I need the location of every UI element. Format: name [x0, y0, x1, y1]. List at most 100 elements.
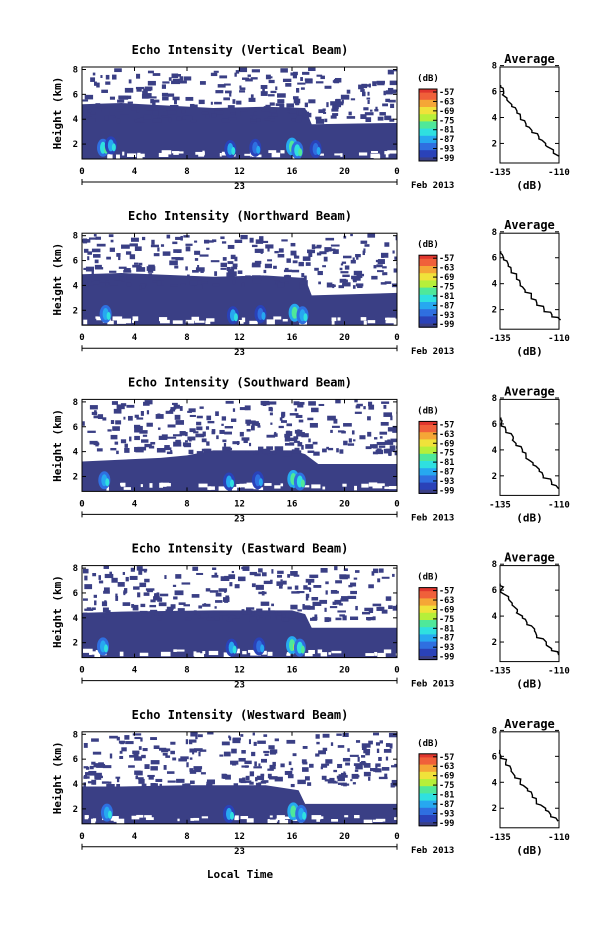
echo-speckle	[281, 239, 288, 242]
echo-gap	[387, 150, 397, 154]
echo-speckle	[170, 284, 178, 287]
ytick-label: 4	[73, 614, 79, 624]
echo-speckle	[282, 580, 287, 585]
echo-speckle	[322, 733, 330, 738]
avg-xtick-label: -110	[548, 833, 570, 843]
echo-gap	[132, 316, 139, 321]
echo-speckle	[221, 241, 227, 244]
echo-speckle	[360, 240, 368, 244]
echo-speckle	[104, 600, 107, 606]
echo-speckle	[294, 408, 298, 412]
echo-speckle	[385, 98, 391, 103]
echo-gap	[108, 153, 111, 156]
colorbar-cell	[419, 815, 437, 820]
echo-speckle	[371, 571, 375, 576]
echo-speckle	[215, 600, 223, 603]
echo-speckle	[211, 574, 219, 578]
echo-speckle	[210, 72, 218, 77]
echo-speckle	[230, 112, 238, 115]
echo-speckle	[342, 757, 351, 762]
echo-speckle	[116, 778, 120, 783]
echo-gap	[207, 486, 215, 490]
echo-speckle	[352, 257, 355, 262]
echo-speckle	[267, 259, 273, 262]
avg-ytick-label: 6	[492, 88, 497, 98]
echo-speckle	[167, 780, 176, 783]
echo-gap	[194, 653, 205, 657]
echo-speckle	[374, 437, 378, 440]
echo-gap	[264, 483, 272, 486]
average-frame	[499, 565, 560, 663]
echo-speckle	[144, 443, 152, 448]
echo-speckle	[143, 88, 152, 92]
echo-gap	[331, 317, 337, 322]
colorbar-cell	[419, 89, 437, 94]
echo-speckle	[352, 775, 360, 778]
colorbar-tick-label: -63	[439, 762, 454, 772]
echo-gap	[194, 320, 205, 323]
echo-speckle	[234, 72, 237, 77]
echo-speckle	[355, 570, 360, 573]
colorbar-tick-label: -63	[439, 596, 454, 606]
echo-speckle	[238, 67, 248, 73]
echo-speckle	[118, 255, 121, 261]
echo-speckle	[252, 732, 255, 736]
colorbar-tick-label: -87	[439, 800, 454, 810]
echo-gap	[116, 818, 125, 824]
echo-speckle	[98, 575, 101, 580]
avg-ytick-label: 2	[492, 804, 497, 814]
echo-speckle	[380, 252, 389, 258]
echo-speckle	[277, 99, 285, 104]
colorbar-cell	[419, 312, 437, 317]
colorbar-cell	[419, 609, 437, 614]
echo-gap	[122, 318, 131, 324]
echo-speckle	[186, 762, 189, 768]
echo-speckle	[372, 81, 377, 87]
echo-speckle	[150, 244, 159, 248]
echo-core-peak	[104, 644, 108, 653]
echo-speckle	[378, 606, 385, 610]
echo-speckle	[209, 590, 219, 593]
echo-speckle	[283, 451, 292, 457]
echo-gap	[96, 316, 103, 321]
echo-speckle	[313, 451, 320, 456]
echo-speckle	[226, 617, 233, 622]
echo-speckle	[372, 451, 378, 455]
avg-ytick-label: 2	[492, 139, 497, 149]
echo-speckle	[188, 741, 193, 745]
echo-gap	[384, 486, 394, 489]
echo-speckle	[250, 94, 254, 98]
echo-speckle	[309, 763, 314, 768]
echo-gap	[316, 819, 320, 822]
echo-speckle	[245, 775, 250, 778]
echo-speckle	[98, 762, 104, 767]
ytick-label: 8	[73, 232, 78, 242]
echo-speckle	[297, 779, 306, 785]
echo-speckle	[393, 268, 397, 273]
echo-speckle	[116, 118, 121, 124]
echo-speckle	[243, 780, 252, 783]
date-label: Feb 2013	[411, 680, 454, 690]
echo-speckle	[304, 776, 310, 781]
xtick-label: 0	[394, 832, 399, 842]
echo-speckle	[343, 423, 352, 427]
colorbar-cell	[419, 262, 437, 267]
echo-speckle	[368, 584, 374, 589]
echo-gap	[116, 319, 126, 324]
colorbar-cell	[419, 323, 437, 328]
echo-speckle	[337, 610, 346, 613]
echo-speckle	[359, 435, 366, 440]
echo-speckle	[287, 574, 291, 578]
echo-core-peak	[303, 313, 308, 322]
echo-speckle	[144, 86, 153, 91]
echo-speckle	[277, 777, 283, 781]
echo-speckle	[229, 736, 232, 741]
echo-speckle	[302, 745, 308, 749]
echo-speckle	[286, 430, 291, 435]
echo-gap	[131, 815, 140, 820]
echo-speckle	[325, 759, 333, 764]
echo-speckle	[132, 607, 139, 611]
date-label: Feb 2013	[411, 181, 454, 191]
echo-speckle	[297, 442, 303, 447]
echo-speckle	[355, 740, 361, 743]
